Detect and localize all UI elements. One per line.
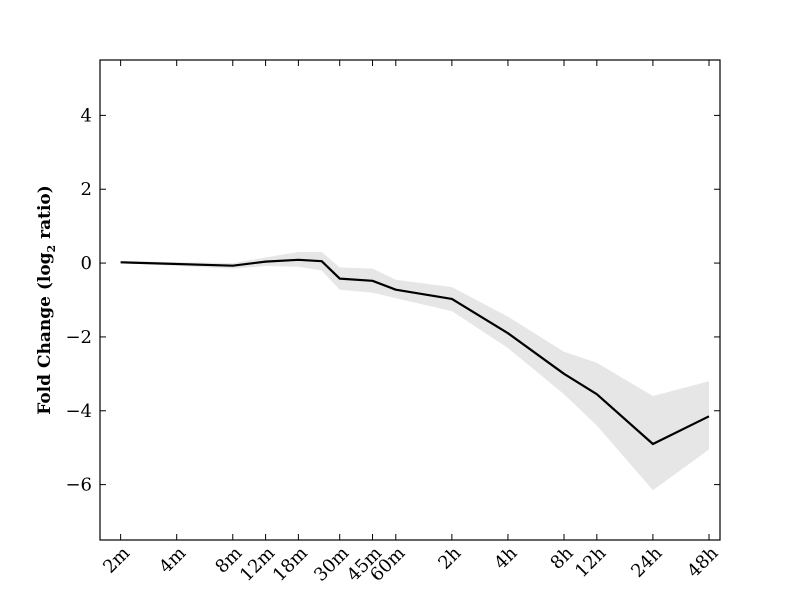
x-tick-label: 2m bbox=[99, 543, 134, 578]
plot-frame bbox=[99, 59, 721, 541]
x-tick-label: 12h bbox=[571, 542, 611, 582]
x-tick-label: 24h bbox=[627, 542, 667, 582]
plot-area bbox=[120, 252, 710, 491]
x-tick-label: 30m bbox=[310, 543, 353, 586]
y-tick-label: 0 bbox=[81, 253, 92, 274]
y-tick-label: −6 bbox=[65, 475, 92, 496]
x-tick-label: 4h bbox=[490, 542, 521, 573]
y-tick-label: 2 bbox=[81, 179, 92, 200]
confidence-band bbox=[120, 252, 710, 491]
y-tick-label: −2 bbox=[65, 327, 92, 348]
y-tick-label: 4 bbox=[81, 105, 92, 126]
y-axis-ticks: −6 −4 −2 0 2 4 bbox=[65, 105, 720, 496]
series-line-0 bbox=[120, 258, 710, 446]
x-tick-label: 48h bbox=[683, 542, 723, 582]
y-axis-label: Fold Change (log2 ratio) bbox=[35, 185, 58, 415]
y-tick-label: −4 bbox=[65, 401, 92, 422]
x-tick-label: 18m bbox=[269, 543, 312, 586]
x-tick-label: 2h bbox=[434, 542, 465, 573]
x-tick-label: 12m bbox=[236, 543, 279, 586]
x-tick-label: 4m bbox=[155, 543, 190, 578]
